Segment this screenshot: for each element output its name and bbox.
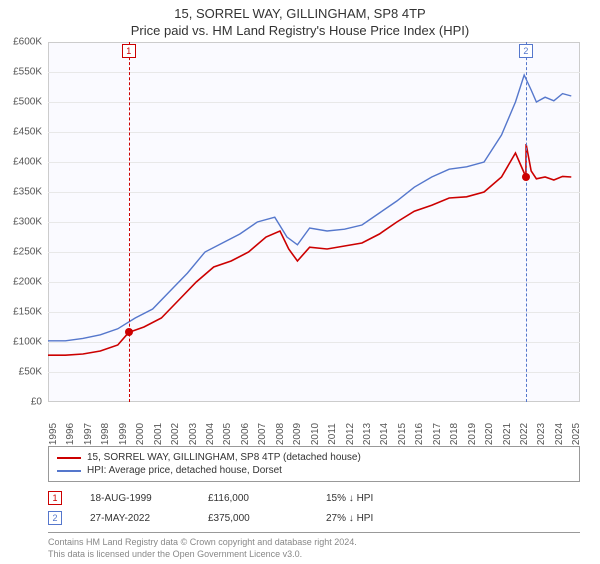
- y-tick-label: £150K: [13, 307, 42, 318]
- x-tick-label: 2010: [310, 423, 321, 445]
- footer-notice: Contains HM Land Registry data © Crown c…: [48, 532, 580, 564]
- y-tick-label: £500K: [13, 97, 42, 108]
- x-tick-label: 2022: [519, 423, 530, 445]
- x-tick-label: 2005: [222, 423, 233, 445]
- x-tick-label: 2002: [170, 423, 181, 445]
- x-tick-label: 2023: [536, 423, 547, 445]
- transaction-date: 18-AUG-1999: [90, 493, 180, 504]
- transaction-row: 1 18-AUG-1999 £116,000 15% ↓ HPI: [48, 488, 580, 508]
- x-tick-label: 2009: [292, 423, 303, 445]
- marker-vline: [526, 42, 527, 402]
- y-tick-label: £250K: [13, 247, 42, 258]
- x-tick-label: 1999: [118, 423, 129, 445]
- x-tick-label: 2006: [240, 423, 251, 445]
- legend-row: HPI: Average price, detached house, Dors…: [57, 464, 571, 477]
- y-tick-label: £450K: [13, 127, 42, 138]
- marker-box: 2: [519, 44, 533, 58]
- marker-vline: [129, 42, 130, 402]
- transaction-price: £116,000: [208, 493, 298, 504]
- transaction-row: 2 27-MAY-2022 £375,000 27% ↓ HPI: [48, 508, 580, 528]
- chart-title-line1: 15, SORREL WAY, GILLINGHAM, SP8 4TP: [0, 0, 600, 21]
- x-tick-label: 2019: [467, 423, 478, 445]
- chart-container: 15, SORREL WAY, GILLINGHAM, SP8 4TP Pric…: [0, 0, 600, 560]
- transaction-vs-hpi: 15% ↓ HPI: [326, 493, 416, 504]
- y-tick-label: £100K: [13, 337, 42, 348]
- footer-line2: This data is licensed under the Open Gov…: [48, 549, 580, 561]
- x-tick-label: 1997: [83, 423, 94, 445]
- y-tick-label: £400K: [13, 157, 42, 168]
- x-tick-label: 2018: [449, 423, 460, 445]
- y-tick-label: £350K: [13, 187, 42, 198]
- x-tick-label: 2003: [188, 423, 199, 445]
- x-tick-label: 2016: [414, 423, 425, 445]
- marker-dot: [522, 173, 530, 181]
- x-tick-label: 1998: [100, 423, 111, 445]
- x-tick-label: 1996: [65, 423, 76, 445]
- x-tick-label: 2008: [275, 423, 286, 445]
- transaction-marker-box: 2: [48, 511, 62, 525]
- footer-line1: Contains HM Land Registry data © Crown c…: [48, 537, 580, 549]
- transaction-marker-box: 1: [48, 491, 62, 505]
- chart-area: £0£50K£100K£150K£200K£250K£300K£350K£400…: [48, 42, 580, 402]
- x-tick-label: 2024: [554, 423, 565, 445]
- legend-label: 15, SORREL WAY, GILLINGHAM, SP8 4TP (det…: [87, 452, 361, 463]
- y-tick-label: £0: [31, 397, 42, 408]
- x-tick-label: 2014: [379, 423, 390, 445]
- x-tick-label: 2017: [432, 423, 443, 445]
- y-tick-label: £200K: [13, 277, 42, 288]
- legend-swatch: [57, 470, 81, 472]
- marker-dot: [125, 328, 133, 336]
- x-tick-label: 2011: [327, 423, 338, 445]
- transaction-date: 27-MAY-2022: [90, 513, 180, 524]
- x-tick-label: 2001: [153, 423, 164, 445]
- x-tick-label: 2013: [362, 423, 373, 445]
- legend-row: 15, SORREL WAY, GILLINGHAM, SP8 4TP (det…: [57, 451, 571, 464]
- x-tick-label: 2021: [502, 423, 513, 445]
- y-axis-labels: £0£50K£100K£150K£200K£250K£300K£350K£400…: [0, 42, 44, 402]
- x-tick-label: 2007: [257, 423, 268, 445]
- y-tick-label: £300K: [13, 217, 42, 228]
- x-tick-label: 2020: [484, 423, 495, 445]
- x-axis-labels: 1995199619971998199920002001200220032004…: [48, 404, 580, 440]
- transaction-price: £375,000: [208, 513, 298, 524]
- y-tick-label: £550K: [13, 67, 42, 78]
- x-tick-label: 1995: [48, 423, 59, 445]
- y-tick-label: £50K: [19, 367, 42, 378]
- legend-label: HPI: Average price, detached house, Dors…: [87, 465, 282, 476]
- chart-title-line2: Price paid vs. HM Land Registry's House …: [0, 21, 600, 42]
- x-tick-label: 2004: [205, 423, 216, 445]
- x-tick-label: 2000: [135, 423, 146, 445]
- y-tick-label: £600K: [13, 37, 42, 48]
- legend-swatch: [57, 457, 81, 459]
- x-tick-label: 2025: [571, 423, 582, 445]
- x-tick-label: 2015: [397, 423, 408, 445]
- marker-box: 1: [122, 44, 136, 58]
- legend: 15, SORREL WAY, GILLINGHAM, SP8 4TP (det…: [48, 446, 580, 482]
- series-hpi: [48, 75, 571, 341]
- x-tick-label: 2012: [345, 423, 356, 445]
- transactions-table: 1 18-AUG-1999 £116,000 15% ↓ HPI 2 27-MAY-202…: [48, 488, 580, 528]
- transaction-vs-hpi: 27% ↓ HPI: [326, 513, 416, 524]
